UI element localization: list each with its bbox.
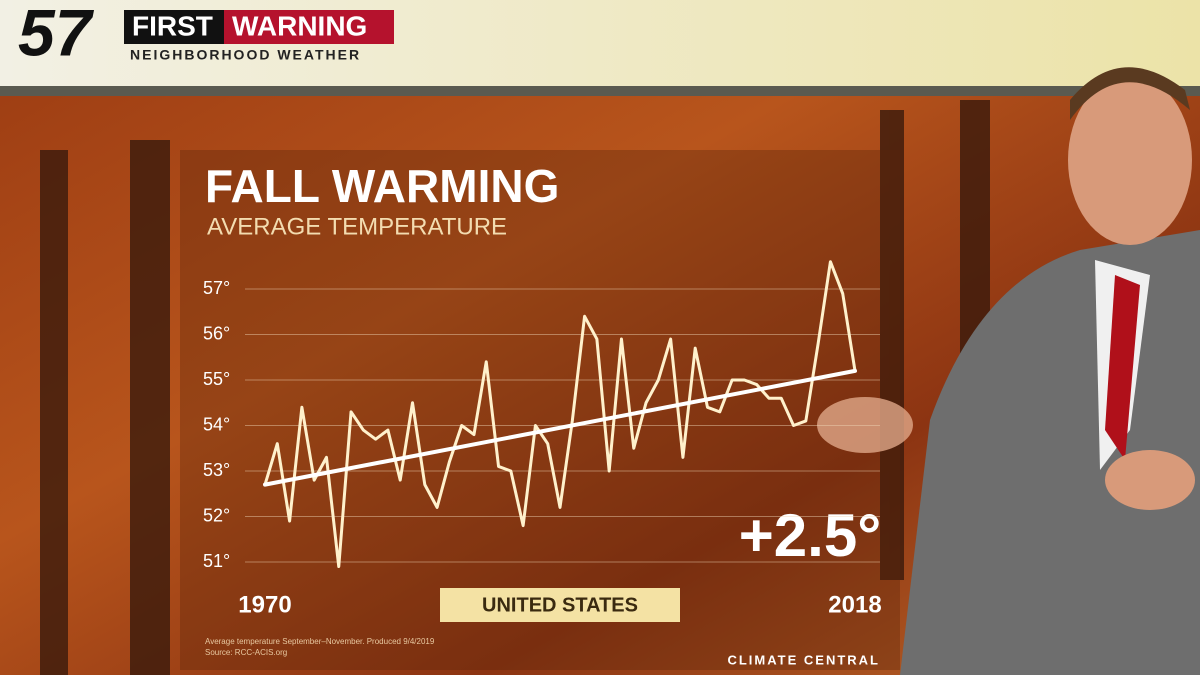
presenter (817, 67, 1200, 675)
y-tick-label: 54° (203, 414, 230, 434)
trend-line (263, 368, 857, 487)
x-tick-label: 1970 (238, 591, 291, 618)
y-tick-label: 55° (203, 369, 230, 389)
warning-box (224, 10, 394, 44)
region-box (440, 588, 680, 622)
y-tick-label: 53° (203, 460, 230, 480)
y-tick-label: 57° (203, 278, 230, 298)
region-label: UNITED STATES (482, 594, 638, 616)
chart-panel (180, 150, 900, 670)
data-line (263, 260, 857, 569)
y-tick-label: 52° (203, 505, 230, 525)
chart-subtitle: AVERAGE TEMPERATURE (207, 213, 507, 240)
banner-subtitle: NEIGHBORHOOD WEATHER (130, 47, 361, 63)
annotation: +2.5° (739, 502, 881, 569)
chart-title: FALL WARMING (205, 160, 559, 212)
first-label: FIRST (132, 10, 213, 41)
logo: 57 (18, 0, 95, 69)
banner-edge (0, 86, 1200, 96)
first-box (124, 10, 224, 44)
x-tick-label: 2018 (828, 591, 881, 618)
credit: CLIMATE CENTRAL (727, 652, 880, 667)
y-tick-label: 51° (203, 551, 230, 571)
warning-label: WARNING (232, 10, 367, 41)
source-note: Average temperature September–November. … (205, 637, 435, 646)
source-note: Source: RCC-ACIS.org (205, 648, 287, 657)
y-tick-label: 56° (203, 323, 230, 343)
